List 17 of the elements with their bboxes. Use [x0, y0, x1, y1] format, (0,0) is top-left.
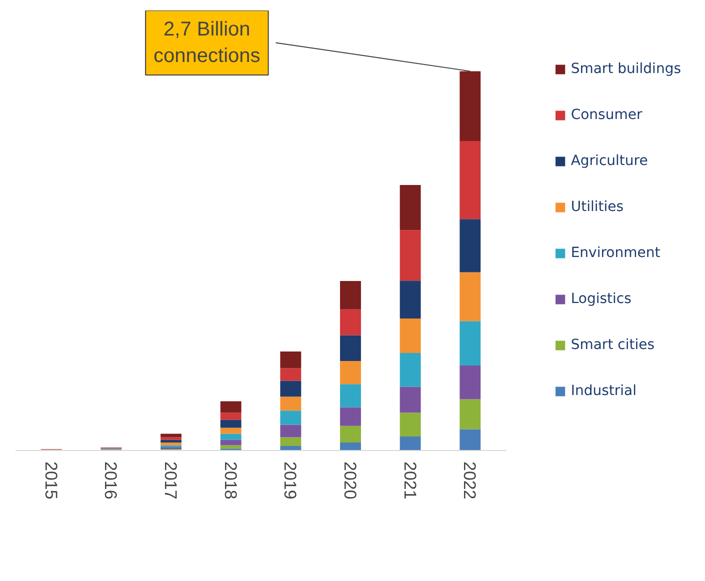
x-tick-label: 2016 — [101, 462, 120, 500]
x-tick-label: 2021 — [400, 462, 420, 500]
legend-label: Utilities — [570, 199, 624, 215]
x-tick-label: 2015 — [41, 462, 60, 500]
x-tick-label: 2018 — [220, 462, 240, 500]
x-tick-label: 2020 — [340, 462, 360, 500]
legend-label: Smart buildings — [570, 61, 681, 77]
legend-label: Environment — [570, 245, 660, 261]
legend-label: Smart cities — [570, 337, 654, 353]
x-tick-label: 2022 — [460, 462, 480, 500]
x-tick-label: 2017 — [161, 462, 180, 500]
x-tick-label: 2019 — [280, 462, 300, 500]
legend-label: Logistics — [570, 291, 632, 307]
legend-label: Agriculture — [570, 153, 648, 169]
legend-label: Industrial — [570, 383, 636, 399]
legend-label: Consumer — [570, 107, 642, 123]
annotation: 2,7 Billion connections — [154, 18, 260, 67]
